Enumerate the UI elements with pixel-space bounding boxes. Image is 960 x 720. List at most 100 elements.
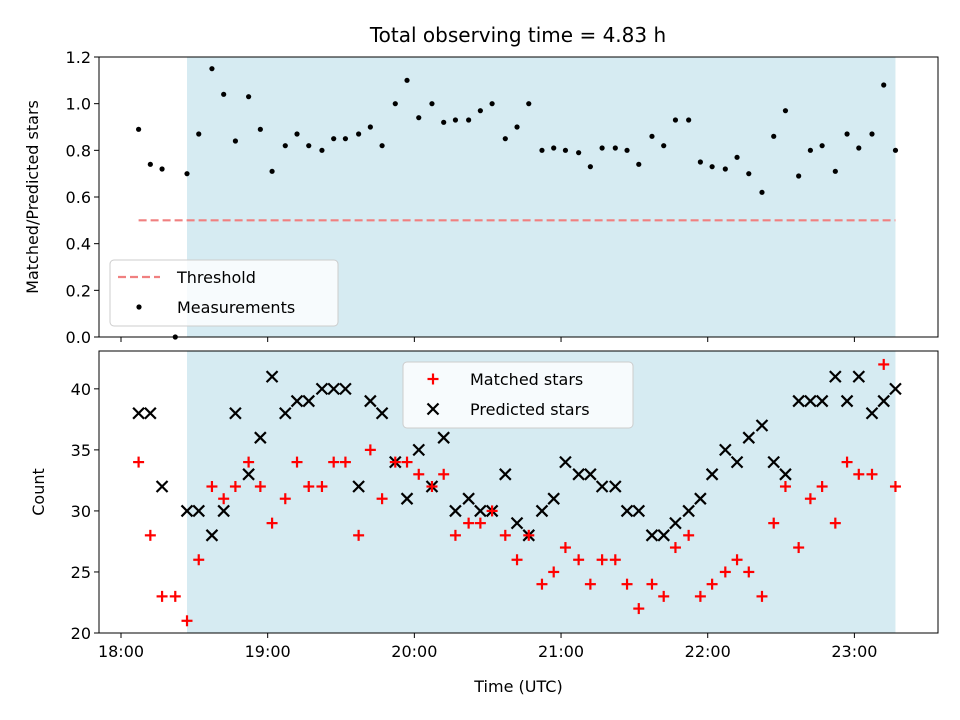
matched-star-marker — [401, 456, 413, 468]
predicted-star-marker — [547, 492, 560, 505]
y-tick-label: 0.8 — [66, 141, 91, 160]
matched-star-marker — [719, 566, 731, 578]
matched-star-marker — [486, 505, 498, 517]
measurement-point — [759, 189, 765, 195]
measurement-point — [159, 166, 165, 172]
matched-star-marker — [511, 554, 523, 566]
measurement-point — [294, 131, 300, 137]
measurement-point — [722, 166, 728, 172]
predicted-star-marker — [327, 382, 340, 396]
legend-measurements-swatch — [136, 304, 142, 310]
matched-star-marker — [669, 542, 681, 554]
legend-threshold-label: Threshold — [176, 268, 256, 287]
matched-star-markers — [133, 358, 901, 627]
predicted-star-marker — [865, 406, 879, 420]
matched-star-marker — [254, 481, 266, 493]
measurement-point — [746, 171, 752, 177]
matched-star-marker — [646, 578, 658, 590]
matched-star-marker — [816, 481, 828, 493]
predicted-star-marker — [290, 394, 304, 408]
legend-matched-swatch — [427, 373, 439, 385]
predicted-star-marker — [792, 394, 805, 408]
matched-star-marker — [889, 481, 901, 493]
measurement-point — [796, 173, 802, 179]
measurement-point — [319, 147, 325, 153]
predicted-star-marker — [645, 529, 659, 542]
predicted-star-marker — [205, 529, 219, 542]
ratio-axes-frame — [98, 56, 939, 338]
measurement-point — [587, 164, 593, 170]
measurement-point — [269, 168, 275, 174]
predicted-star-marker — [254, 431, 267, 444]
matched-star-marker — [243, 456, 255, 468]
ratio-y-ticks: 0.0 0.2 0.4 0.6 0.8 1.0 1.2 — [66, 48, 99, 347]
legend-predicted-marker — [426, 402, 440, 416]
measurement-point — [539, 147, 545, 153]
measurement-point — [379, 143, 385, 149]
predicted-star-marker — [609, 480, 622, 493]
measurement-points — [136, 66, 899, 340]
predicted-star-markers — [132, 370, 902, 542]
measurement-point — [612, 145, 618, 151]
x-tick-label: 20:00 — [391, 642, 437, 661]
predicted-star-marker — [730, 455, 744, 469]
measurement-point — [489, 101, 495, 107]
measurement-point — [551, 145, 557, 151]
measurement-point — [624, 147, 630, 153]
matched-star-marker — [144, 529, 156, 541]
matched-star-marker — [156, 590, 168, 602]
y-tick-label: 25 — [71, 563, 91, 582]
predicted-star-marker — [400, 492, 414, 505]
matched-star-marker — [389, 456, 401, 468]
predicted-star-marker — [694, 492, 707, 505]
y-tick-label: 1.0 — [66, 95, 91, 114]
predicted-star-marker — [180, 504, 194, 518]
matched-star-marker — [768, 517, 780, 529]
measurement-point — [576, 150, 582, 156]
legend-predicted-label: Predicted stars — [470, 400, 590, 419]
measurement-point — [209, 66, 215, 72]
predicted-star-marker — [352, 480, 365, 493]
y-tick-label: 0.4 — [66, 235, 91, 254]
y-tick-label: 20 — [71, 624, 91, 643]
measurement-point — [709, 164, 715, 170]
measurement-point — [869, 131, 875, 137]
measurement-point — [184, 171, 190, 177]
matched-star-marker — [878, 358, 890, 370]
predicted-star-marker — [682, 504, 695, 518]
matched-star-marker — [463, 517, 475, 529]
matched-star-marker — [426, 481, 438, 493]
measurement-point — [429, 101, 435, 107]
measurement-point — [367, 124, 373, 130]
predicted-star-marker — [302, 394, 316, 408]
measurement-point — [672, 117, 679, 123]
matched-star-marker — [303, 481, 315, 493]
measurement-point — [856, 145, 862, 151]
count-panel: 20 25 30 35 40 18:00 19:00 20:00 21:00 22:00 23:0… — [29, 350, 939, 696]
matched-star-marker — [536, 578, 548, 590]
predicted-star-marker — [755, 419, 769, 432]
matched-star-marker — [609, 554, 621, 566]
measurement-point — [342, 136, 349, 142]
x-tick-label: 22:00 — [685, 642, 731, 661]
measurement-point — [661, 143, 667, 149]
predicted-star-marker — [572, 468, 585, 481]
predicted-star-marker — [779, 468, 792, 481]
predicted-star-marker — [804, 394, 817, 408]
measurement-point — [636, 161, 642, 167]
legend-measurements-label: Measurements — [177, 298, 295, 317]
matched-star-marker — [364, 444, 376, 456]
measurement-point — [599, 145, 605, 151]
measurement-point — [147, 161, 153, 167]
measurement-point — [807, 147, 813, 153]
predicted-star-marker — [705, 468, 719, 481]
measurement-point — [697, 159, 703, 165]
measurement-point — [392, 101, 398, 107]
ratio-y-axis-label: Matched/Predicted stars — [23, 100, 42, 294]
matched-star-marker — [841, 456, 853, 468]
predicted-star-marker — [559, 455, 572, 469]
measurement-point — [356, 131, 362, 137]
ratio-x-ticks — [120, 337, 855, 342]
predicted-star-marker — [364, 394, 377, 408]
measurement-point — [416, 115, 422, 121]
